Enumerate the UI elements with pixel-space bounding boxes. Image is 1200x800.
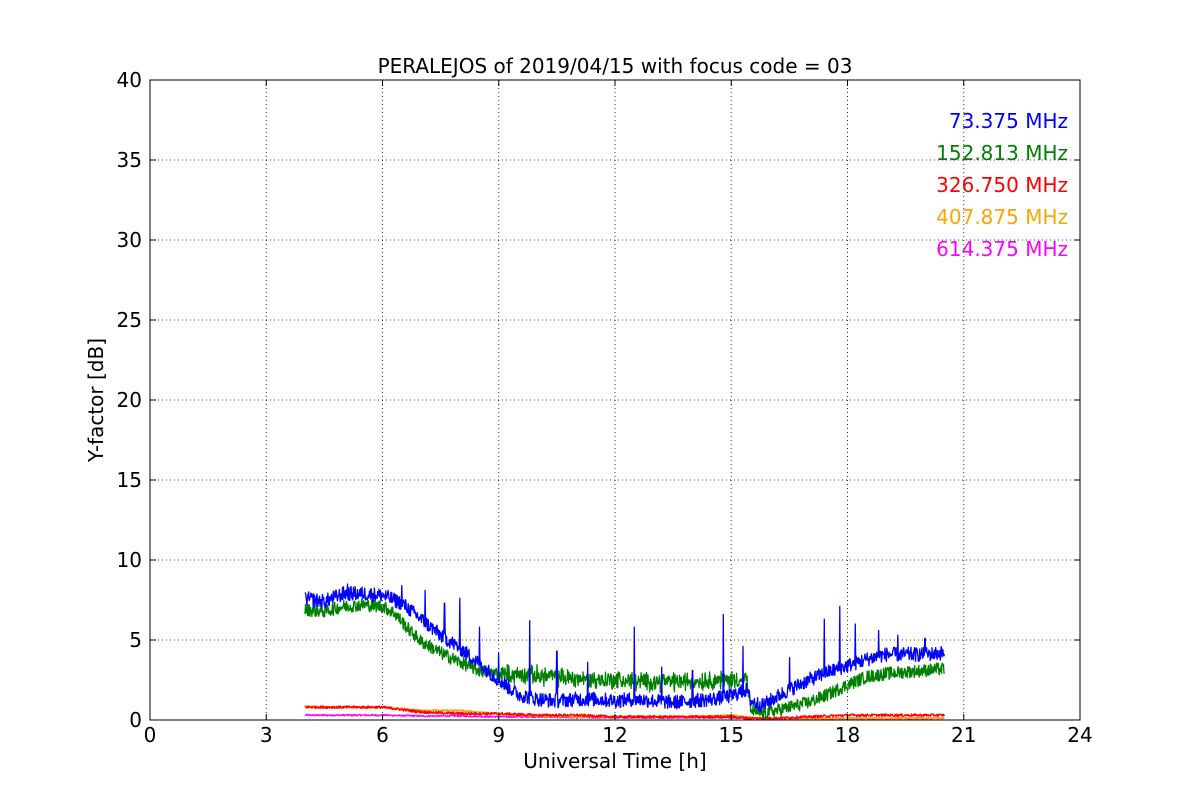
- x-tick-label: 9: [492, 723, 505, 747]
- x-axis-title: Universal Time [h]: [523, 749, 706, 773]
- y-tick-label: 35: [117, 148, 142, 172]
- x-tick-label: 6: [376, 723, 389, 747]
- axis-ticks: [149, 79, 1081, 721]
- y-tick-label: 30: [117, 228, 142, 252]
- y-tick-label: 25: [117, 308, 142, 332]
- legend-entry: 407.875 MHz: [936, 205, 1068, 229]
- y-tick-labels: 0 5 10 15 20 25 30 35 40: [117, 68, 142, 732]
- series-layer: [304, 583, 946, 721]
- x-tick-label: 15: [719, 723, 744, 747]
- x-tick-label: 21: [951, 723, 976, 747]
- y-tick-label: 20: [117, 388, 142, 412]
- chart-title: PERALEJOS of 2019/04/15 with focus code …: [378, 54, 853, 78]
- series-line-0: [304, 583, 946, 713]
- x-tick-label: 0: [144, 723, 157, 747]
- x-tick-label: 12: [602, 723, 627, 747]
- grid-lines: [150, 80, 1080, 720]
- x-tick-label: 24: [1067, 723, 1092, 747]
- legend-entry: 326.750 MHz: [936, 173, 1068, 197]
- x-tick-label: 3: [260, 723, 273, 747]
- y-tick-label: 40: [117, 68, 142, 92]
- y-tick-label: 0: [129, 708, 142, 732]
- legend-entry: 73.375 MHz: [949, 109, 1068, 133]
- x-tick-label: 18: [835, 723, 860, 747]
- series-line-2: [304, 705, 945, 721]
- series-line-1: [304, 598, 946, 720]
- legend-entry: 152.813 MHz: [936, 141, 1068, 165]
- y-tick-label: 10: [117, 548, 142, 572]
- legend: 73.375 MHz 152.813 MHz 326.750 MHz 407.875 …: [936, 109, 1068, 261]
- legend-entry: 614.375 MHz: [936, 237, 1068, 261]
- y-axis-title: Y-factor [dB]: [84, 338, 108, 463]
- y-tick-label: 5: [129, 628, 142, 652]
- y-tick-label: 15: [117, 468, 142, 492]
- x-tick-labels: 0 3 6 9 12 15 18 21 24: [144, 723, 1093, 747]
